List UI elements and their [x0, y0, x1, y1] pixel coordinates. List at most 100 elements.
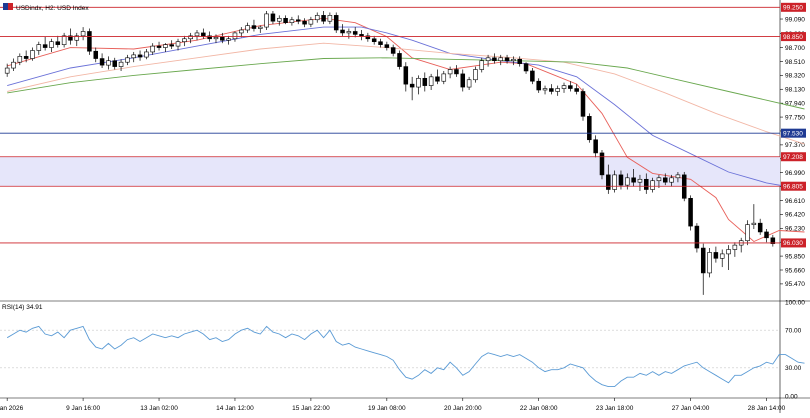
- price-tick-label-6: 97.940: [785, 100, 805, 107]
- moving-average-long: [7, 57, 805, 110]
- price-tick-label-19: 95.470: [785, 281, 805, 288]
- candle-body-93: [593, 139, 598, 154]
- candle-body-92: [587, 116, 592, 141]
- candle-body-23: [150, 45, 155, 53]
- candle-body-58: [371, 38, 377, 43]
- rsi-indicator-label: RSI(14) 34.91: [2, 304, 43, 311]
- candle-body-11: [74, 35, 80, 41]
- candle-body-2: [17, 56, 23, 63]
- candle-body-34: [220, 37, 225, 41]
- level-badge-5: [781, 238, 806, 248]
- candle-body-77: [492, 57, 497, 62]
- price-tick-label-9: 97.370: [785, 142, 805, 149]
- candle-body-45: [289, 19, 295, 23]
- candle-body-79: [504, 57, 510, 62]
- price-tick-label-15: 96.230: [785, 226, 805, 233]
- flag-icon-blue: [3, 3, 8, 10]
- candle-body-36: [232, 32, 238, 40]
- candle-body-106: [675, 174, 681, 179]
- chart-header: USDindx, H2: USD Index: [3, 3, 89, 12]
- candle-body-104: [663, 177, 668, 183]
- level-badge-label-3: 97.208: [783, 154, 803, 161]
- candle-body-99: [631, 177, 636, 183]
- candle-body-46: [295, 19, 301, 22]
- candle-body-48: [308, 19, 314, 25]
- candle-body-70: [447, 69, 453, 75]
- candle-body-15: [99, 58, 105, 66]
- time-tick-label-5: 19 Jan 08:00: [368, 405, 406, 412]
- rsi-level-label-3: 0.00: [785, 393, 798, 400]
- candle-body-54: [346, 31, 352, 34]
- flag-icon-red: [8, 3, 13, 10]
- candle-body-49: [314, 15, 320, 21]
- candle-body-66: [422, 77, 428, 86]
- time-tick-label-4: 15 Jan 22:00: [292, 405, 330, 412]
- candle-body-53: [340, 29, 345, 34]
- candle-body-14: [93, 50, 99, 59]
- candle-body-30: [194, 32, 200, 37]
- candle-body-71: [454, 69, 459, 75]
- time-tick-label-2: 13 Jan 02:00: [140, 405, 178, 412]
- candle-body-10: [68, 35, 73, 41]
- candle-body-62: [397, 53, 402, 67]
- candle-body-84: [536, 80, 541, 91]
- price-tick-label-11: 96.990: [785, 170, 805, 177]
- level-badge-label-1: 98.850: [783, 34, 803, 41]
- candle-body-95: [606, 174, 611, 190]
- candle-body-113: [719, 253, 725, 259]
- time-axis: 8 Jan 2026 9 Jan 16:00 13 Jan 02:00 14 Jan …: [0, 398, 786, 412]
- time-tick-label-7: 22 Jan 08:00: [520, 405, 558, 412]
- level-badge-label-0: 99.250: [783, 5, 803, 12]
- candle-body-43: [277, 17, 282, 22]
- candle-body-63: [403, 66, 409, 85]
- level-badge-label-4: 96.805: [783, 184, 803, 191]
- candle-body-42: [270, 13, 276, 22]
- level-badge-2: [781, 128, 806, 138]
- rsi-level-label-2: 30.00: [785, 365, 802, 372]
- candle-body-32: [207, 35, 212, 40]
- candle-body-86: [549, 88, 554, 92]
- candle-body-67: [428, 76, 434, 86]
- candle-body-119: [757, 222, 763, 233]
- candle-body-82: [523, 63, 529, 72]
- candle-body-24: [156, 45, 162, 48]
- candle-body-115: [732, 244, 738, 250]
- candle-body-52: [333, 15, 339, 31]
- candle-body-68: [435, 76, 440, 82]
- candle-body-90: [574, 88, 579, 92]
- candle-body-26: [169, 44, 174, 47]
- candle-body-88: [561, 85, 567, 89]
- rsi-level-label-0: 100.00: [785, 299, 805, 306]
- candle-body-17: [112, 60, 117, 67]
- candle-body-114: [726, 249, 731, 255]
- candle-body-117: [745, 224, 750, 242]
- candle-body-41: [264, 13, 269, 28]
- price-tick-label-5: 98.130: [785, 87, 805, 94]
- candle-body-21: [137, 54, 143, 58]
- time-tick-label-0: 8 Jan 2026: [0, 405, 24, 412]
- candle-body-89: [568, 85, 573, 89]
- candle-body-8: [55, 41, 61, 45]
- candle-body-4: [30, 50, 35, 59]
- candle-body-55: [352, 31, 358, 35]
- level-badge-3: [781, 152, 806, 162]
- candle-body-50: [321, 15, 326, 22]
- candle-body-38: [245, 25, 250, 31]
- candle-body-1: [11, 61, 16, 69]
- candle-body-16: [106, 60, 111, 66]
- time-tick-label-1: 9 Jan 16:00: [66, 405, 100, 412]
- symbol-label: USDindx, H2: USD Index: [16, 5, 89, 12]
- candle-body-111: [707, 252, 712, 274]
- candle-body-103: [656, 177, 662, 182]
- price-tick-label-18: 95.660: [785, 267, 805, 274]
- rsi-pane: 100.00 70.00 30.00 0.00: [0, 299, 810, 400]
- candle-body-85: [542, 88, 548, 91]
- price-tick-label-17: 95.850: [785, 253, 805, 260]
- price-tick-label-13: 96.610: [785, 198, 805, 205]
- candle-body-73: [466, 79, 472, 88]
- candle-body-19: [125, 57, 130, 63]
- time-tick-label-10: 28 Jan 14:00: [748, 405, 786, 412]
- candle-body-61: [390, 47, 396, 54]
